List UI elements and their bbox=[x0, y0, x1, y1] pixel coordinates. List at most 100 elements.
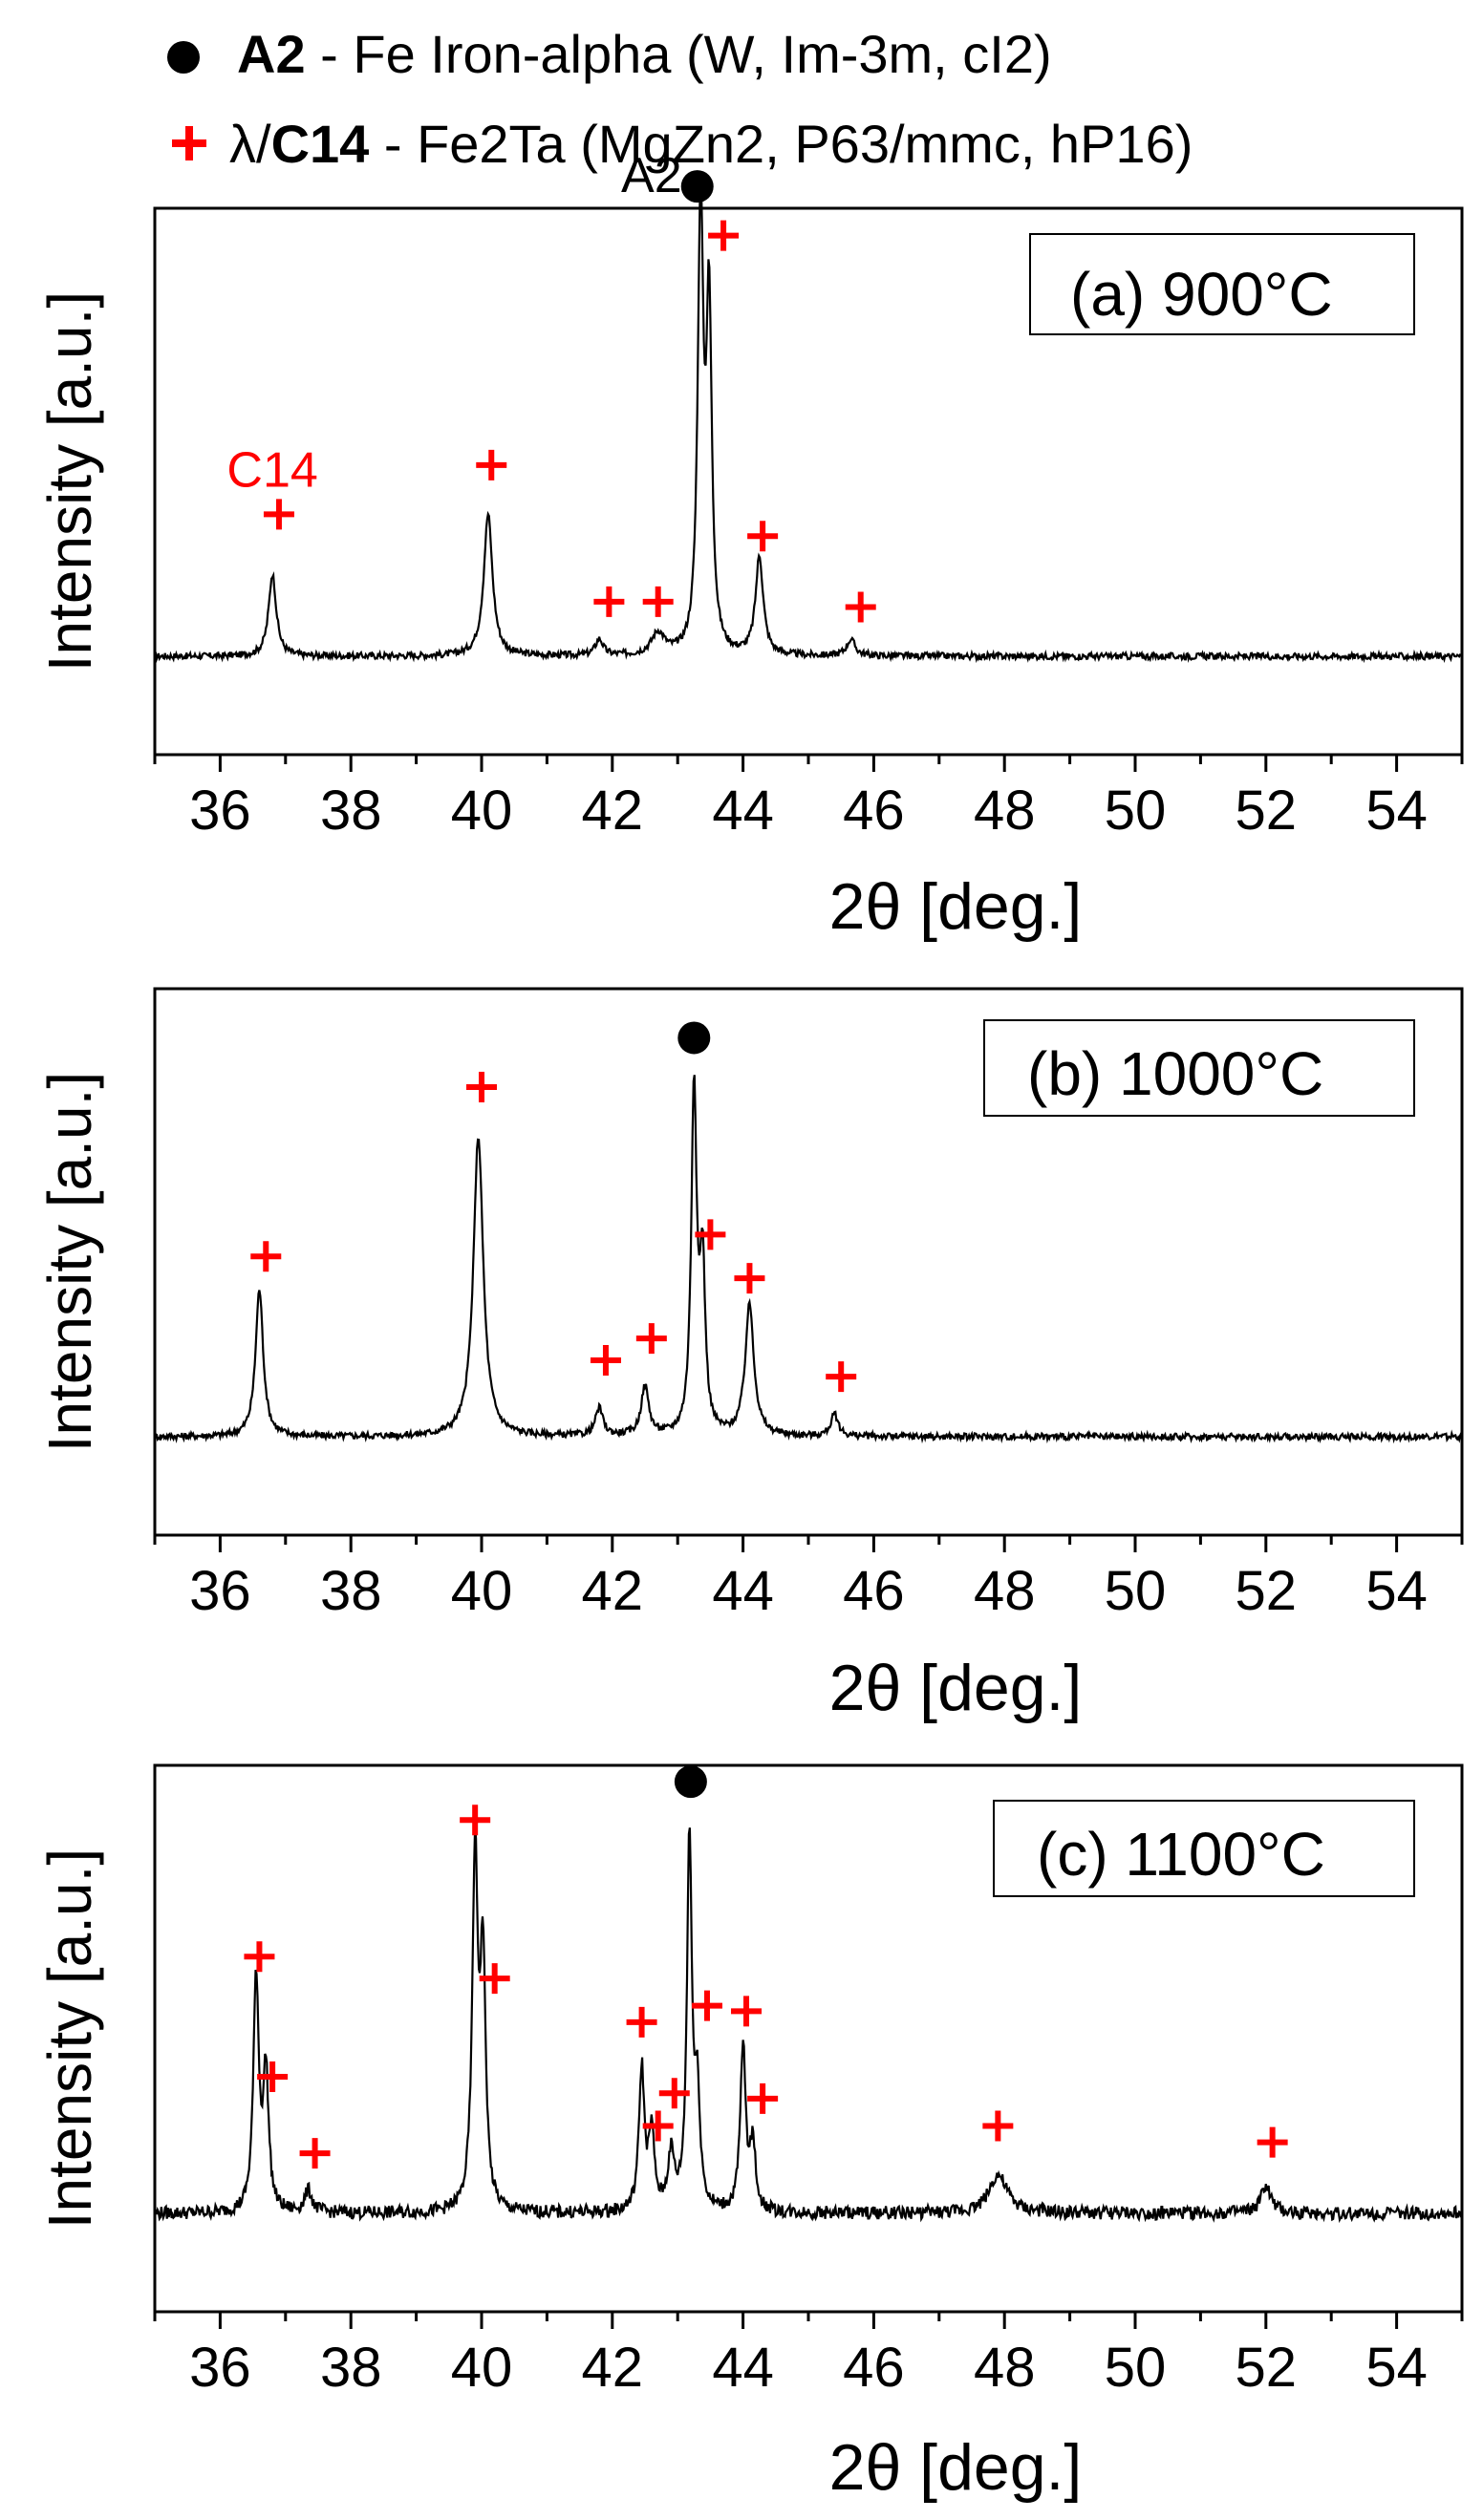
panel-a-annotation-1: A2 bbox=[621, 148, 682, 203]
panel-b-c14-marker-2 bbox=[590, 1344, 621, 1376]
panel-a-c14-marker-6 bbox=[845, 591, 876, 623]
panel-b-xtick-label-48: 48 bbox=[974, 1560, 1036, 1622]
panel-c: 36 38 40 42 44 46 48 50 52 54 (c) 1100°C Intensit… bbox=[35, 1763, 1464, 2504]
legend-c14-plus-icon bbox=[172, 126, 206, 160]
panel-a-c14-marker-4 bbox=[708, 220, 740, 251]
panel-a-annotations: C14 A2 bbox=[226, 148, 681, 499]
panel-a-pattern-line bbox=[154, 171, 1464, 664]
panel-b-c14-marker-5 bbox=[734, 1263, 765, 1294]
panel-c-xtick-label-42: 42 bbox=[582, 2337, 644, 2399]
panel-c-c14-marker-3 bbox=[460, 1805, 491, 1836]
panel-b-xlabel: 2θ [deg.] bbox=[829, 1652, 1083, 1724]
panel-b-xtick-label-38: 38 bbox=[320, 1560, 382, 1622]
panel-c-xtick-label-48: 48 bbox=[974, 2337, 1036, 2399]
panel-c-ylabel: Intensity [a.u.] bbox=[35, 1848, 104, 2229]
panel-a-c14-marker-5 bbox=[747, 521, 779, 552]
panel-a-xtick-label-40: 40 bbox=[451, 779, 513, 842]
panel-c-xticks bbox=[153, 2312, 1464, 2329]
legend: A2 - Fe Iron-alpha (W, Im-3m, cI2) λ/C14… bbox=[167, 24, 1193, 174]
legend-c14-prefix: λ/ bbox=[229, 114, 271, 174]
panel-c-c14-marker-11 bbox=[982, 2110, 1014, 2142]
panel-a-markers bbox=[263, 170, 876, 623]
panel-a-c14-marker-2 bbox=[593, 586, 625, 617]
panel-a-xtick-label-38: 38 bbox=[320, 779, 382, 842]
panel-c-xtick-label-38: 38 bbox=[320, 2337, 382, 2399]
panel-a-xtick-label-50: 50 bbox=[1105, 779, 1167, 842]
legend-a2-bold: A2 bbox=[237, 24, 306, 84]
panel-c-c14-marker-0 bbox=[244, 1941, 275, 1973]
panel-b-xtick-label-52: 52 bbox=[1236, 1560, 1298, 1622]
panel-c-xtick-label-40: 40 bbox=[451, 2337, 513, 2399]
legend-c14-rest: - Fe2Ta (MgZn2, P63/mmc, hP16) bbox=[369, 114, 1193, 174]
legend-a2-label: A2 - Fe Iron-alpha (W, Im-3m, cI2) bbox=[237, 24, 1052, 84]
panel-a-a2-marker bbox=[680, 170, 714, 203]
panel-a-xlabel: 2θ [deg.] bbox=[829, 870, 1083, 943]
panel-a-xtick-label-54: 54 bbox=[1365, 779, 1428, 842]
panel-a-xtick-label-36: 36 bbox=[189, 779, 251, 842]
panel-a-c14-marker-0 bbox=[263, 499, 294, 530]
panel-a-xtick-labels: 36 38 40 42 44 46 48 50 52 54 bbox=[189, 779, 1428, 842]
panel-b-xtick-label-42: 42 bbox=[582, 1560, 644, 1622]
panel-a-xtick-label-52: 52 bbox=[1236, 779, 1298, 842]
panel-c-xtick-label-54: 54 bbox=[1365, 2337, 1428, 2399]
panel-b-a2-marker bbox=[677, 1021, 711, 1055]
panel-b-c14-marker-3 bbox=[635, 1323, 667, 1355]
panel-c-c14-marker-7 bbox=[658, 2078, 690, 2109]
panel-b-xtick-label-46: 46 bbox=[843, 1560, 905, 1622]
panel-c-c14-marker-4 bbox=[479, 1963, 510, 1995]
panel-c-c14-marker-9 bbox=[731, 1996, 763, 2027]
panel-b-title-box bbox=[983, 1019, 1415, 1117]
panel-b-xticks bbox=[153, 1535, 1464, 1552]
legend-c14-label: λ/C14 - Fe2Ta (MgZn2, P63/mmc, hP16) bbox=[229, 114, 1193, 174]
legend-a2-circle-icon bbox=[167, 41, 200, 74]
panel-b-c14-marker-6 bbox=[826, 1361, 857, 1393]
panel-c-xtick-label-46: 46 bbox=[843, 2337, 905, 2399]
panel-b-xtick-label-36: 36 bbox=[189, 1560, 251, 1622]
panel-c-xtick-labels: 36 38 40 42 44 46 48 50 52 54 bbox=[189, 2337, 1428, 2399]
panel-c-a2-marker bbox=[674, 1765, 707, 1799]
legend-a2-rest: - Fe Iron-alpha (W, Im-3m, cI2) bbox=[306, 24, 1052, 84]
panel-b-c14-marker-4 bbox=[695, 1219, 726, 1250]
panel-a-xticks bbox=[153, 755, 1464, 772]
panel-a: 36 38 40 42 44 46 48 50 52 54 C14 A2 (a) 900°C Int… bbox=[35, 148, 1464, 943]
panel-b-title: (b) 1000°C bbox=[1027, 1039, 1323, 1108]
panel-c-c14-marker-1 bbox=[257, 2061, 289, 2093]
panel-a-title: (a) 900°C bbox=[1070, 260, 1333, 329]
panel-a-c14-marker-3 bbox=[642, 586, 674, 617]
panel-b-markers bbox=[250, 1021, 857, 1393]
panel-b-xtick-label-50: 50 bbox=[1105, 1560, 1167, 1622]
panel-a-c14-marker-1 bbox=[476, 449, 507, 481]
panel-c-xlabel: 2θ [deg.] bbox=[829, 2431, 1083, 2504]
panel-b-xtick-label-40: 40 bbox=[451, 1560, 513, 1622]
panel-b-xtick-label-54: 54 bbox=[1365, 1560, 1428, 1622]
panel-c-xtick-label-36: 36 bbox=[189, 2337, 251, 2399]
panel-b-c14-marker-1 bbox=[466, 1071, 497, 1102]
panel-c-xtick-label-44: 44 bbox=[712, 2337, 774, 2399]
panel-c-c14-marker-6 bbox=[642, 2110, 674, 2142]
panel-a-annotation-0: C14 bbox=[226, 443, 317, 499]
panel-c-c14-marker-5 bbox=[626, 2006, 657, 2038]
legend-entry-c14: λ/C14 - Fe2Ta (MgZn2, P63/mmc, hP16) bbox=[172, 114, 1193, 174]
panel-b-c14-marker-0 bbox=[250, 1241, 282, 1272]
panel-a-ylabel: Intensity [a.u.] bbox=[35, 291, 104, 672]
legend-entry-a2: A2 - Fe Iron-alpha (W, Im-3m, cI2) bbox=[167, 24, 1052, 84]
panel-b-ylabel: Intensity [a.u.] bbox=[35, 1072, 104, 1452]
panel-b-xtick-label-44: 44 bbox=[712, 1560, 774, 1622]
panel-c-markers bbox=[244, 1765, 1288, 2169]
panel-c-c14-marker-8 bbox=[691, 1990, 722, 2021]
panel-a-title-box bbox=[1029, 233, 1415, 335]
legend-c14-bold: C14 bbox=[271, 114, 370, 174]
panel-a-xtick-label-42: 42 bbox=[582, 779, 644, 842]
panel-c-xtick-label-50: 50 bbox=[1105, 2337, 1167, 2399]
panel-c-c14-marker-2 bbox=[299, 2138, 331, 2169]
panel-c-c14-marker-12 bbox=[1257, 2126, 1288, 2158]
panel-b: 36 38 40 42 44 46 48 50 52 54 (b) 1000°C Intensit… bbox=[35, 987, 1464, 1724]
panel-a-xtick-label-48: 48 bbox=[974, 779, 1036, 842]
panel-b-pattern-line bbox=[153, 1075, 1464, 1444]
panel-c-pattern-line bbox=[153, 1823, 1463, 2224]
panel-a-xtick-label-46: 46 bbox=[843, 779, 905, 842]
panel-b-xtick-labels: 36 38 40 42 44 46 48 50 52 54 bbox=[189, 1560, 1428, 1622]
panel-c-xtick-label-52: 52 bbox=[1236, 2337, 1298, 2399]
panel-c-title-box bbox=[993, 1800, 1415, 1897]
